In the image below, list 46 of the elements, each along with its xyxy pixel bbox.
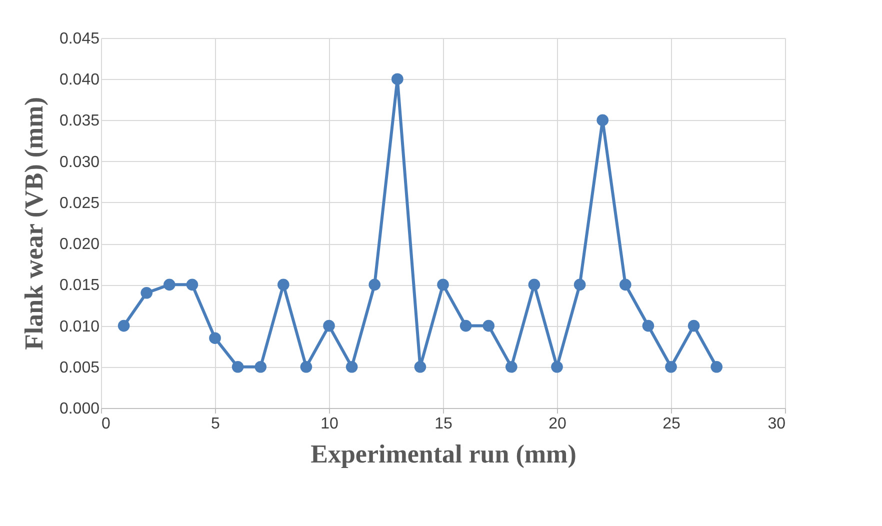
x-tick-label: 30 bbox=[768, 416, 786, 432]
point bbox=[596, 114, 609, 126]
y-tick-label: 0.035 bbox=[59, 112, 100, 130]
y-tick-label: 0.005 bbox=[59, 359, 100, 376]
x-tick-label: 10 bbox=[320, 416, 338, 432]
point bbox=[460, 320, 472, 332]
point bbox=[642, 320, 654, 332]
point bbox=[437, 278, 449, 291]
point bbox=[140, 286, 153, 299]
point bbox=[368, 278, 381, 291]
point bbox=[300, 360, 312, 373]
x-tick-label: 25 bbox=[662, 416, 680, 432]
point bbox=[209, 332, 221, 344]
y-tick-label: 0.010 bbox=[59, 318, 100, 336]
point bbox=[391, 73, 404, 86]
point bbox=[574, 278, 586, 291]
point bbox=[254, 360, 267, 373]
x-tick-label: 20 bbox=[548, 416, 566, 432]
point bbox=[232, 360, 244, 373]
y-tick-label: 0.030 bbox=[59, 154, 100, 171]
y-tick-label: 0.000 bbox=[59, 400, 100, 418]
point bbox=[186, 278, 198, 291]
y-axis-title: Flank wear (VB) (mm) bbox=[19, 97, 48, 350]
y-tick-label: 0.040 bbox=[59, 72, 100, 89]
point bbox=[665, 360, 677, 373]
y-tick-label: 0.015 bbox=[59, 277, 100, 294]
point bbox=[346, 360, 358, 373]
y-tick-label: 0.020 bbox=[59, 236, 100, 254]
point bbox=[505, 360, 518, 373]
point bbox=[710, 360, 723, 373]
x-axis-title: Experimental run (mm) bbox=[310, 440, 576, 468]
point bbox=[528, 278, 540, 291]
point bbox=[163, 278, 176, 291]
point bbox=[688, 320, 700, 332]
x-tick-label: 15 bbox=[434, 416, 452, 432]
point bbox=[482, 320, 495, 332]
y-tick-label: 0.025 bbox=[59, 194, 100, 212]
x-tick-label: 5 bbox=[211, 416, 220, 432]
point bbox=[323, 320, 335, 332]
point bbox=[619, 278, 632, 291]
x-tick-label: 0 bbox=[102, 416, 110, 432]
point bbox=[551, 360, 563, 373]
point bbox=[414, 360, 426, 373]
point bbox=[277, 278, 290, 291]
point bbox=[118, 320, 130, 332]
y-tick-label: 0.045 bbox=[59, 30, 100, 48]
